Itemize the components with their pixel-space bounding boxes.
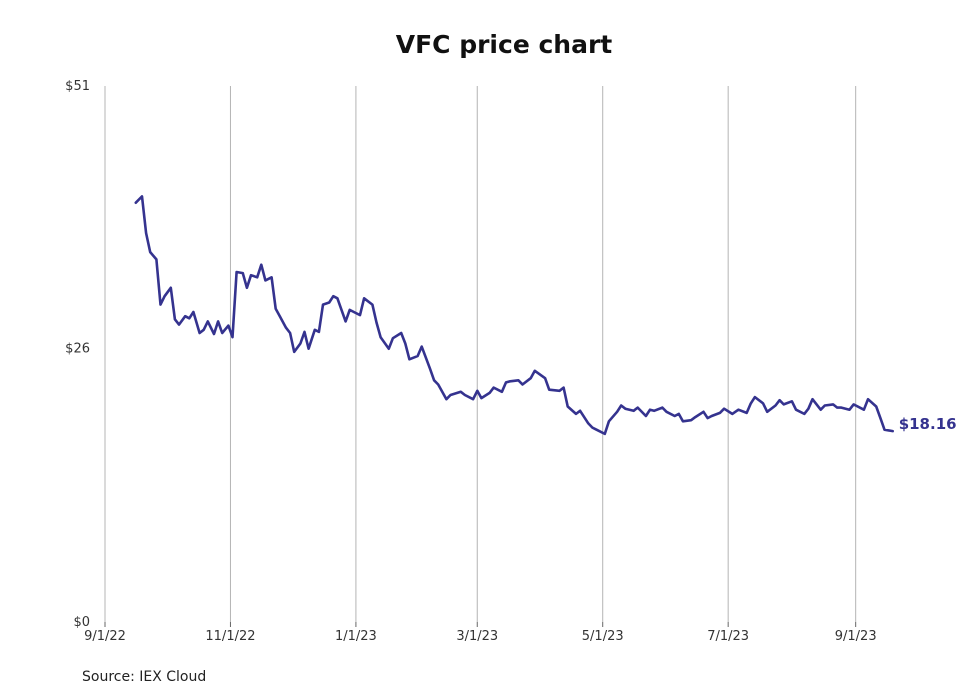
x-tick-label: 1/1/23 bbox=[335, 629, 377, 644]
chart-title: VFC price chart bbox=[395, 30, 613, 59]
y-axis-ticks: $0 $26 $51 bbox=[65, 79, 90, 630]
y-tick-label: $0 bbox=[73, 615, 90, 630]
x-tick-label: 5/1/23 bbox=[582, 629, 624, 644]
price-series-line bbox=[134, 195, 894, 436]
gridlines bbox=[104, 86, 857, 622]
x-tick-label: 9/1/22 bbox=[84, 629, 126, 644]
last-value-label: $18.16 bbox=[899, 415, 957, 433]
x-tick-label: 11/1/22 bbox=[205, 629, 255, 644]
x-tick-label: 3/1/23 bbox=[456, 629, 498, 644]
source-note: Source: IEX Cloud bbox=[82, 669, 207, 685]
x-tick-label: 7/1/23 bbox=[707, 629, 749, 644]
y-tick-label: $26 bbox=[65, 342, 90, 357]
y-tick-label: $51 bbox=[65, 79, 90, 94]
x-axis-ticks: 9/1/22 11/1/22 1/1/23 3/1/23 5/1/23 7/1/23 9/1… bbox=[84, 622, 877, 644]
x-tick-label: 9/1/23 bbox=[835, 629, 877, 644]
